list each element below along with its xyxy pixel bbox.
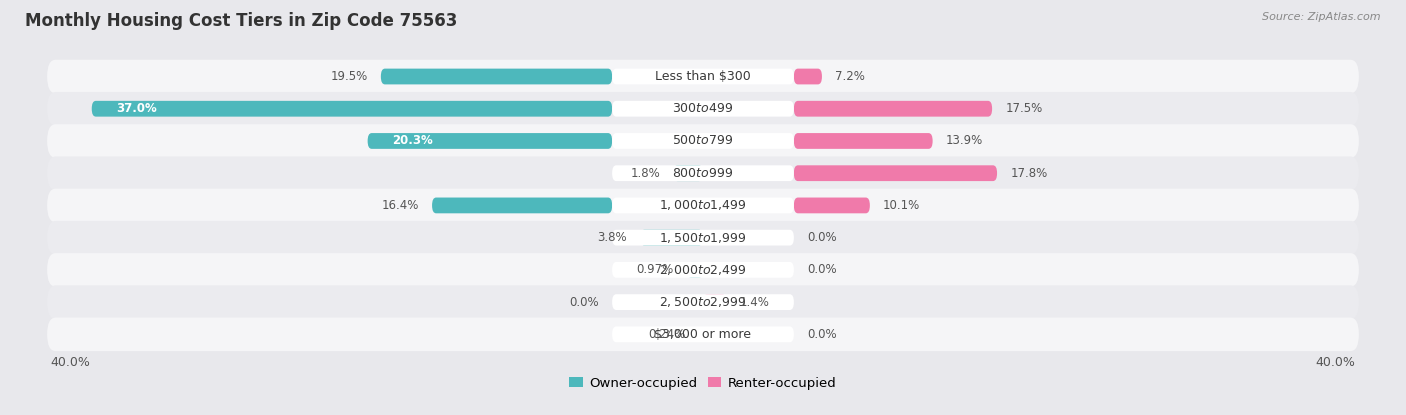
- Text: 13.9%: 13.9%: [946, 134, 983, 147]
- Text: Less than $300: Less than $300: [655, 70, 751, 83]
- FancyBboxPatch shape: [612, 68, 794, 84]
- FancyBboxPatch shape: [48, 92, 1358, 125]
- Text: 16.4%: 16.4%: [381, 199, 419, 212]
- Text: $1,500 to $1,999: $1,500 to $1,999: [659, 231, 747, 245]
- FancyBboxPatch shape: [612, 133, 794, 149]
- FancyBboxPatch shape: [432, 198, 612, 213]
- FancyBboxPatch shape: [91, 101, 612, 117]
- Text: 0.24%: 0.24%: [648, 328, 686, 341]
- FancyBboxPatch shape: [794, 165, 997, 181]
- FancyBboxPatch shape: [612, 262, 794, 278]
- Text: $2,500 to $2,999: $2,500 to $2,999: [659, 295, 747, 309]
- Text: 17.5%: 17.5%: [1005, 102, 1043, 115]
- FancyBboxPatch shape: [794, 133, 932, 149]
- FancyBboxPatch shape: [48, 253, 1358, 287]
- Text: 40.0%: 40.0%: [1316, 356, 1355, 369]
- FancyBboxPatch shape: [673, 165, 703, 181]
- Text: 19.5%: 19.5%: [330, 70, 367, 83]
- Text: 40.0%: 40.0%: [51, 356, 90, 369]
- Text: $2,000 to $2,499: $2,000 to $2,499: [659, 263, 747, 277]
- Text: 0.0%: 0.0%: [807, 231, 837, 244]
- Text: Source: ZipAtlas.com: Source: ZipAtlas.com: [1263, 12, 1381, 22]
- FancyBboxPatch shape: [612, 294, 794, 310]
- Text: 20.3%: 20.3%: [392, 134, 433, 147]
- Text: 7.2%: 7.2%: [835, 70, 865, 83]
- FancyBboxPatch shape: [612, 327, 794, 342]
- FancyBboxPatch shape: [640, 230, 703, 246]
- FancyBboxPatch shape: [612, 165, 794, 181]
- Text: 17.8%: 17.8%: [1011, 167, 1047, 180]
- FancyBboxPatch shape: [48, 60, 1358, 93]
- Text: 0.97%: 0.97%: [637, 264, 673, 276]
- Text: 37.0%: 37.0%: [117, 102, 157, 115]
- Text: $800 to $999: $800 to $999: [672, 167, 734, 180]
- FancyBboxPatch shape: [367, 133, 612, 149]
- FancyBboxPatch shape: [381, 68, 612, 84]
- Text: Monthly Housing Cost Tiers in Zip Code 75563: Monthly Housing Cost Tiers in Zip Code 7…: [25, 12, 458, 30]
- FancyBboxPatch shape: [612, 198, 794, 213]
- FancyBboxPatch shape: [48, 286, 1358, 319]
- Text: 10.1%: 10.1%: [883, 199, 921, 212]
- FancyBboxPatch shape: [612, 230, 794, 246]
- FancyBboxPatch shape: [48, 221, 1358, 254]
- FancyBboxPatch shape: [794, 101, 993, 117]
- Text: 0.0%: 0.0%: [569, 295, 599, 309]
- FancyBboxPatch shape: [688, 262, 703, 278]
- FancyBboxPatch shape: [48, 317, 1358, 351]
- FancyBboxPatch shape: [612, 101, 794, 117]
- Text: $3,000 or more: $3,000 or more: [655, 328, 751, 341]
- Text: $500 to $799: $500 to $799: [672, 134, 734, 147]
- Text: 1.4%: 1.4%: [740, 295, 769, 309]
- Text: $300 to $499: $300 to $499: [672, 102, 734, 115]
- FancyBboxPatch shape: [794, 198, 870, 213]
- Text: 0.0%: 0.0%: [807, 328, 837, 341]
- FancyBboxPatch shape: [794, 68, 823, 84]
- Text: 0.0%: 0.0%: [807, 264, 837, 276]
- FancyBboxPatch shape: [48, 124, 1358, 158]
- FancyBboxPatch shape: [703, 294, 725, 310]
- Text: 3.8%: 3.8%: [598, 231, 627, 244]
- Text: $1,000 to $1,499: $1,000 to $1,499: [659, 198, 747, 212]
- FancyBboxPatch shape: [48, 156, 1358, 190]
- FancyBboxPatch shape: [48, 189, 1358, 222]
- Text: 1.8%: 1.8%: [630, 167, 659, 180]
- Legend: Owner-occupied, Renter-occupied: Owner-occupied, Renter-occupied: [569, 377, 837, 390]
